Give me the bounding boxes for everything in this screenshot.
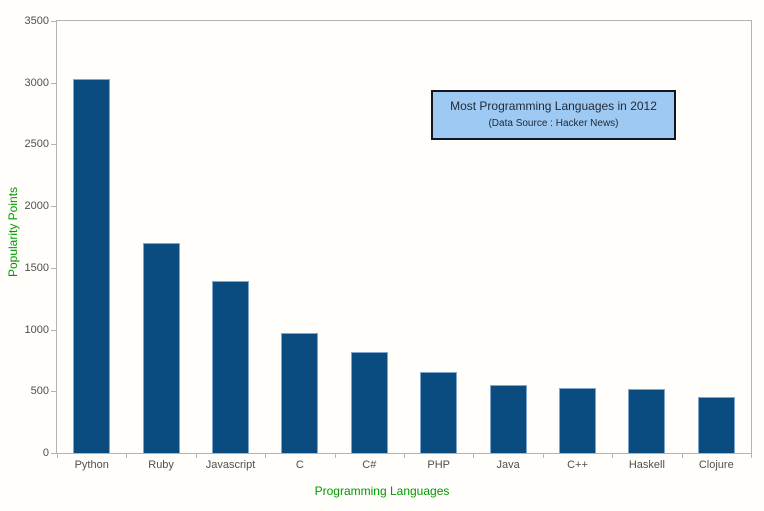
x-tick-mark [612, 453, 614, 458]
x-tick-mark [404, 453, 405, 458]
chart-title-box: Most Programming Languages in 2012 (Data… [431, 90, 676, 140]
x-tick-mark [126, 453, 128, 458]
y-tick-label: 500 [30, 385, 49, 398]
bar-clojure [697, 397, 735, 453]
x-tick-label: Clojure [698, 459, 734, 471]
bar-c- [559, 387, 596, 453]
x-tick-label: Ruby [148, 459, 174, 471]
plot-area [56, 20, 752, 454]
x-tick-mark [681, 453, 683, 458]
x-axis-title: Programming Languages [314, 484, 450, 498]
y-tick-mark [51, 267, 56, 269]
bar-javascript [212, 281, 249, 453]
y-tick-label: 0 [42, 447, 49, 459]
y-tick-label: 1500 [24, 261, 49, 274]
bar-python [73, 79, 111, 453]
x-tick-label: Haskell [628, 459, 665, 471]
x-tick-label: Java [496, 459, 520, 471]
y-tick-mark [51, 21, 56, 22]
x-tick-label: Javascript [205, 459, 256, 471]
y-tick-mark [51, 329, 56, 331]
y-tick-mark [51, 391, 56, 393]
chart-title: Most Programming Languages in 2012 [450, 99, 657, 113]
x-tick-label: C# [362, 459, 377, 471]
x-tick-mark [195, 453, 197, 458]
bar-java [489, 385, 527, 453]
x-tick-label: C [295, 459, 304, 471]
y-tick-label: 2500 [24, 138, 49, 151]
x-tick-mark [473, 453, 475, 458]
x-tick-label: Python [74, 459, 109, 471]
bar-haskell [628, 389, 666, 453]
y-tick-label: 1000 [24, 323, 49, 336]
y-tick-mark [51, 206, 56, 208]
x-tick-mark [751, 453, 752, 458]
x-tick-label: PHP [427, 459, 450, 471]
x-tick-mark [542, 453, 544, 458]
bar-ruby [142, 243, 180, 453]
y-tick-label: 3500 [24, 15, 49, 27]
x-tick-mark [57, 453, 58, 458]
bar-c [281, 333, 319, 453]
y-tick-mark [51, 453, 56, 454]
bar-php [420, 371, 458, 453]
y-tick-mark [51, 82, 56, 84]
y-tick-label: 3000 [24, 76, 49, 89]
y-tick-label: 2000 [24, 200, 49, 213]
x-tick-mark [265, 453, 267, 458]
chart-subtitle: (Data Source : Hacker News) [488, 118, 619, 129]
x-tick-label: C++ [567, 459, 588, 471]
x-tick-mark [334, 453, 336, 458]
y-tick-mark [51, 144, 56, 146]
bar-c- [350, 351, 388, 453]
